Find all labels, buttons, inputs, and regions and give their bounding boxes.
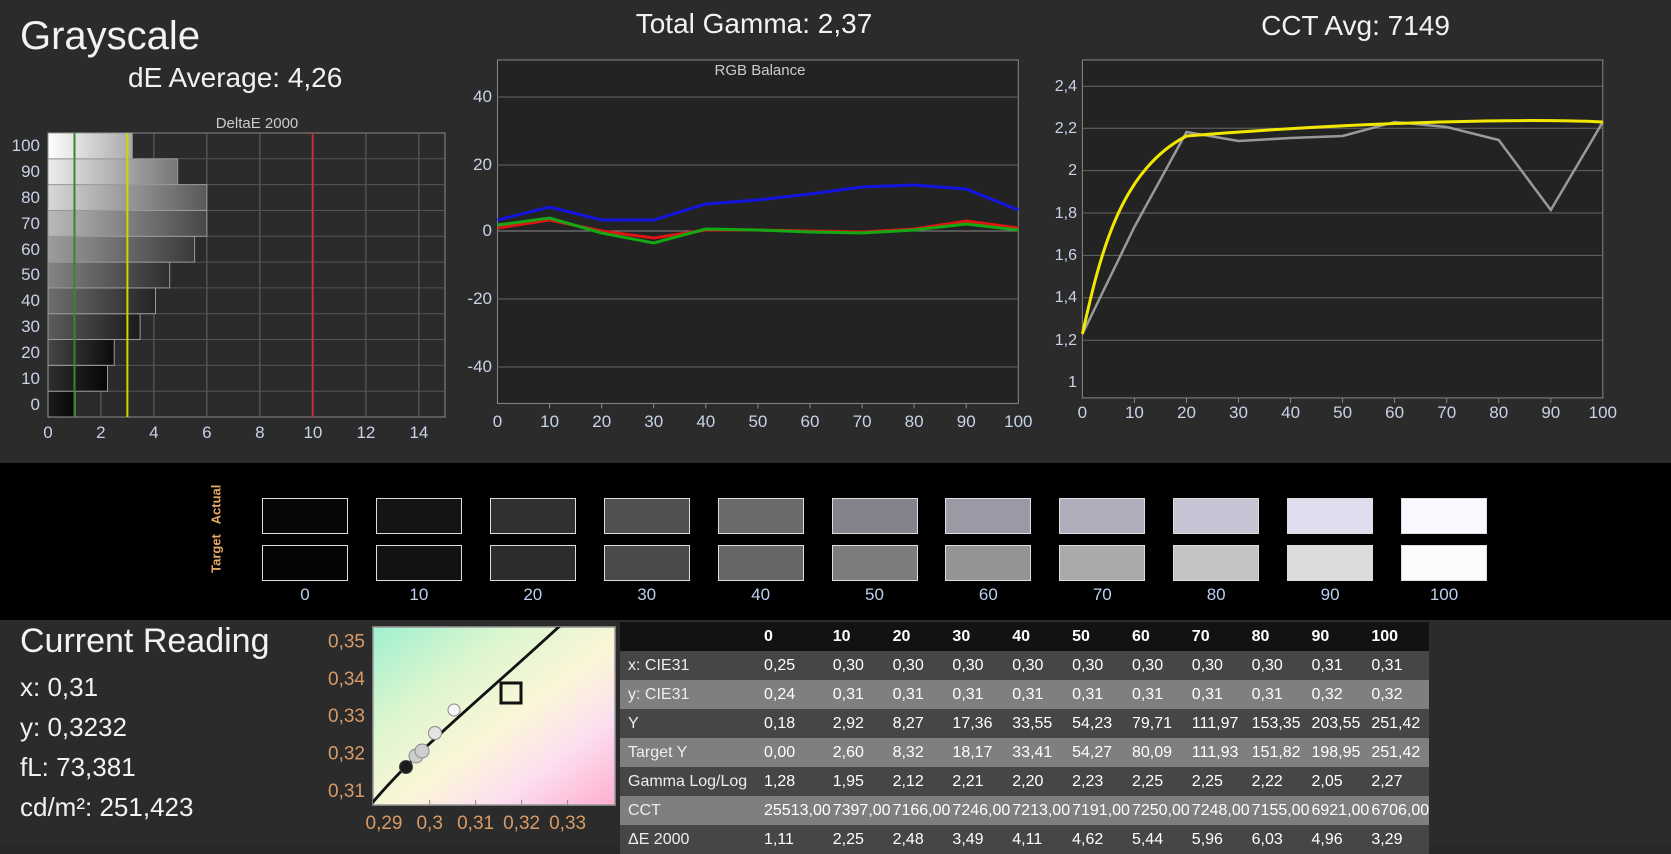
svg-text:10: 10 — [21, 369, 40, 388]
svg-text:30: 30 — [1229, 403, 1248, 422]
svg-text:80: 80 — [1489, 403, 1508, 422]
svg-text:30: 30 — [21, 317, 40, 336]
svg-text:-20: -20 — [467, 289, 492, 308]
svg-text:70: 70 — [21, 214, 40, 233]
svg-text:30: 30 — [644, 412, 663, 431]
svg-text:60: 60 — [21, 240, 40, 259]
svg-text:0,29: 0,29 — [366, 813, 403, 834]
svg-text:20: 20 — [1177, 403, 1196, 422]
svg-text:0,32: 0,32 — [328, 744, 365, 765]
svg-text:1,4: 1,4 — [1055, 289, 1077, 306]
svg-text:70: 70 — [1437, 403, 1456, 422]
svg-text:100: 100 — [1589, 403, 1617, 422]
svg-text:1,2: 1,2 — [1055, 332, 1077, 349]
svg-text:20: 20 — [592, 412, 611, 431]
svg-text:4: 4 — [149, 423, 158, 442]
svg-text:0: 0 — [1078, 403, 1087, 422]
svg-text:0,32: 0,32 — [503, 813, 540, 834]
svg-text:50: 50 — [748, 412, 767, 431]
svg-text:14: 14 — [409, 423, 428, 442]
svg-text:0: 0 — [493, 412, 502, 431]
svg-text:60: 60 — [1385, 403, 1404, 422]
svg-text:20: 20 — [21, 343, 40, 362]
svg-text:50: 50 — [21, 265, 40, 284]
svg-text:6: 6 — [202, 423, 211, 442]
svg-text:100: 100 — [12, 136, 40, 155]
svg-text:2: 2 — [1068, 162, 1077, 179]
svg-text:1,8: 1,8 — [1055, 205, 1077, 222]
svg-text:0,3: 0,3 — [416, 813, 442, 834]
svg-text:50: 50 — [1333, 403, 1352, 422]
svg-text:2: 2 — [96, 423, 105, 442]
svg-text:2,2: 2,2 — [1055, 120, 1077, 137]
svg-text:1: 1 — [1068, 374, 1077, 391]
svg-text:80: 80 — [21, 188, 40, 207]
svg-text:0,35: 0,35 — [328, 632, 365, 653]
svg-text:0,31: 0,31 — [328, 781, 365, 802]
svg-text:0,31: 0,31 — [457, 813, 494, 834]
svg-text:60: 60 — [801, 412, 820, 431]
svg-text:0: 0 — [483, 221, 492, 240]
svg-text:0,33: 0,33 — [549, 813, 586, 834]
svg-text:40: 40 — [473, 87, 492, 106]
svg-text:80: 80 — [905, 412, 924, 431]
svg-text:1,6: 1,6 — [1055, 247, 1077, 264]
svg-text:90: 90 — [957, 412, 976, 431]
svg-text:100: 100 — [1004, 412, 1032, 431]
svg-text:10: 10 — [1125, 403, 1144, 422]
svg-text:90: 90 — [21, 162, 40, 181]
svg-text:12: 12 — [356, 423, 375, 442]
svg-text:8: 8 — [255, 423, 264, 442]
svg-text:90: 90 — [1541, 403, 1560, 422]
svg-text:10: 10 — [540, 412, 559, 431]
svg-text:40: 40 — [21, 291, 40, 310]
svg-text:0,34: 0,34 — [328, 669, 365, 690]
svg-text:DeltaE 2000: DeltaE 2000 — [216, 115, 299, 132]
svg-text:0,33: 0,33 — [328, 706, 365, 727]
svg-text:0: 0 — [43, 423, 52, 442]
svg-text:70: 70 — [853, 412, 872, 431]
svg-text:RGB Balance: RGB Balance — [715, 62, 806, 79]
svg-text:0: 0 — [31, 395, 40, 414]
svg-text:-40: -40 — [467, 357, 492, 376]
svg-text:2,4: 2,4 — [1055, 78, 1077, 95]
svg-text:40: 40 — [696, 412, 715, 431]
svg-text:20: 20 — [473, 155, 492, 174]
svg-text:10: 10 — [303, 423, 322, 442]
svg-text:40: 40 — [1281, 403, 1300, 422]
